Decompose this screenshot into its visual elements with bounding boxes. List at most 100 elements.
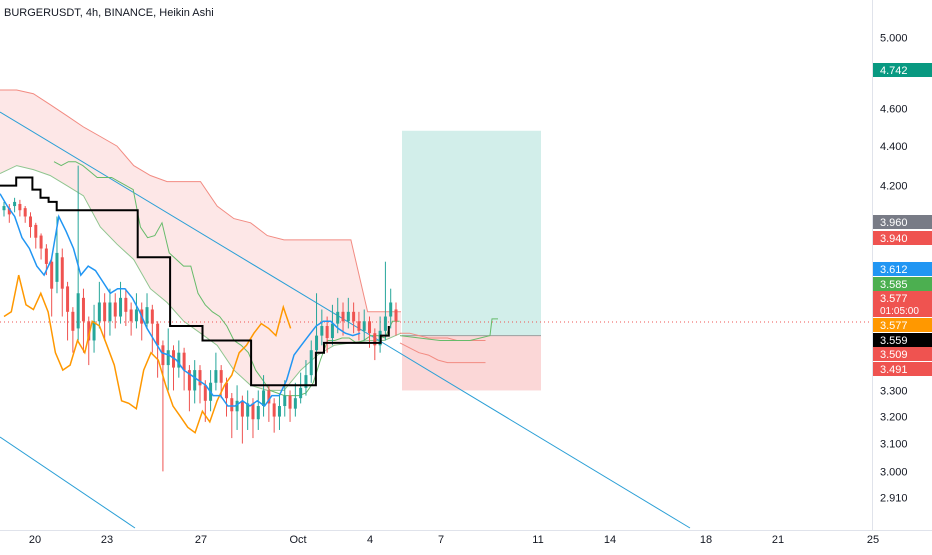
candle-body [87,321,91,341]
candle-body [352,311,356,322]
candle-body [373,333,377,346]
candle-body [224,382,228,399]
candle [71,307,75,353]
time-axis-bg [0,530,932,550]
candle [383,261,387,341]
candle [28,212,32,238]
candle-body [166,350,170,366]
cloud-top-line [0,89,401,313]
candle-body [187,370,191,391]
candle-body [235,400,239,412]
candle [193,360,197,404]
price-label-text: 3.585 [880,279,908,291]
candle-body [108,302,112,322]
candle-body [230,398,234,412]
position-target-zone [402,130,541,336]
candle-body [299,387,303,399]
candle-body [214,370,218,383]
candle [240,395,244,444]
candle-body [246,403,250,417]
candle-body [203,385,207,401]
price-label-text: 4.742 [880,65,908,77]
candle [87,316,91,366]
candle-body [320,326,324,336]
candle-body [7,208,11,215]
candle-body [50,261,54,289]
candle [330,304,334,346]
candle [150,304,154,353]
x-tick-label: 20 [29,534,41,546]
x-tick-label: 25 [867,534,879,546]
candle [299,372,303,404]
cloud-bottom-line [0,165,402,391]
candle [113,293,117,329]
price-label-text: 3.577 [880,320,908,332]
candle [272,398,276,433]
y-tick-label: 2.910 [880,492,908,504]
y-tick-label: 4.600 [880,103,908,115]
price-label-badge [873,63,932,77]
candle [81,288,85,353]
candle-body [156,323,160,346]
candle-body [119,297,123,317]
candle [357,311,361,341]
candle-body [315,335,319,351]
candle [66,281,70,341]
candle-body [240,400,244,417]
price-label-text: 3.960 [880,217,908,229]
price-label-text: 3.491 [880,364,908,376]
candle-body [150,309,154,324]
candle [251,398,255,439]
y-tick-label: 5.000 [880,32,908,44]
price-label-badge [873,333,932,347]
candle-body [330,323,334,339]
price-label-badge [873,277,932,291]
candle-body [288,395,292,409]
y-tick-label: 3.100 [880,439,908,451]
candle [235,385,239,430]
cloud-area [0,90,401,391]
price-label-text: 3.940 [880,233,908,245]
candle [277,395,281,430]
candle-body [134,309,138,322]
price-label-countdown: 01:05:00 [880,306,919,317]
candle [256,390,260,430]
candle [177,340,181,378]
candle [7,203,11,223]
candle [134,293,138,329]
candle-body [97,302,101,322]
candle-body [336,311,340,324]
candle [224,377,228,417]
candle-body [346,311,350,322]
candle [76,165,80,341]
candle-body [394,309,398,322]
x-tick-label: 14 [604,534,616,546]
candle-body [55,252,59,282]
x-tick-label: 7 [438,534,444,546]
price-label-text: 3.559 [880,335,908,347]
candle [341,302,345,336]
candle-body [13,201,17,207]
candle-body [368,321,372,334]
candle-body [113,302,117,317]
candle-body [23,208,27,217]
price-label-badge [873,347,932,361]
candle [214,352,218,391]
candle [166,328,170,391]
candle [182,347,186,391]
candle-body [341,311,345,322]
price-label-text: 3.509 [880,349,908,361]
candle [172,345,176,391]
x-tick-label: 23 [101,534,113,546]
candle-body [177,352,181,368]
candle-body [251,403,255,420]
y-tick-label: 3.200 [880,412,908,424]
candle-body [18,203,22,211]
candle [97,281,101,329]
candle [140,302,144,341]
candle-body [66,286,70,312]
candle-body [219,370,223,383]
candle [304,360,308,396]
